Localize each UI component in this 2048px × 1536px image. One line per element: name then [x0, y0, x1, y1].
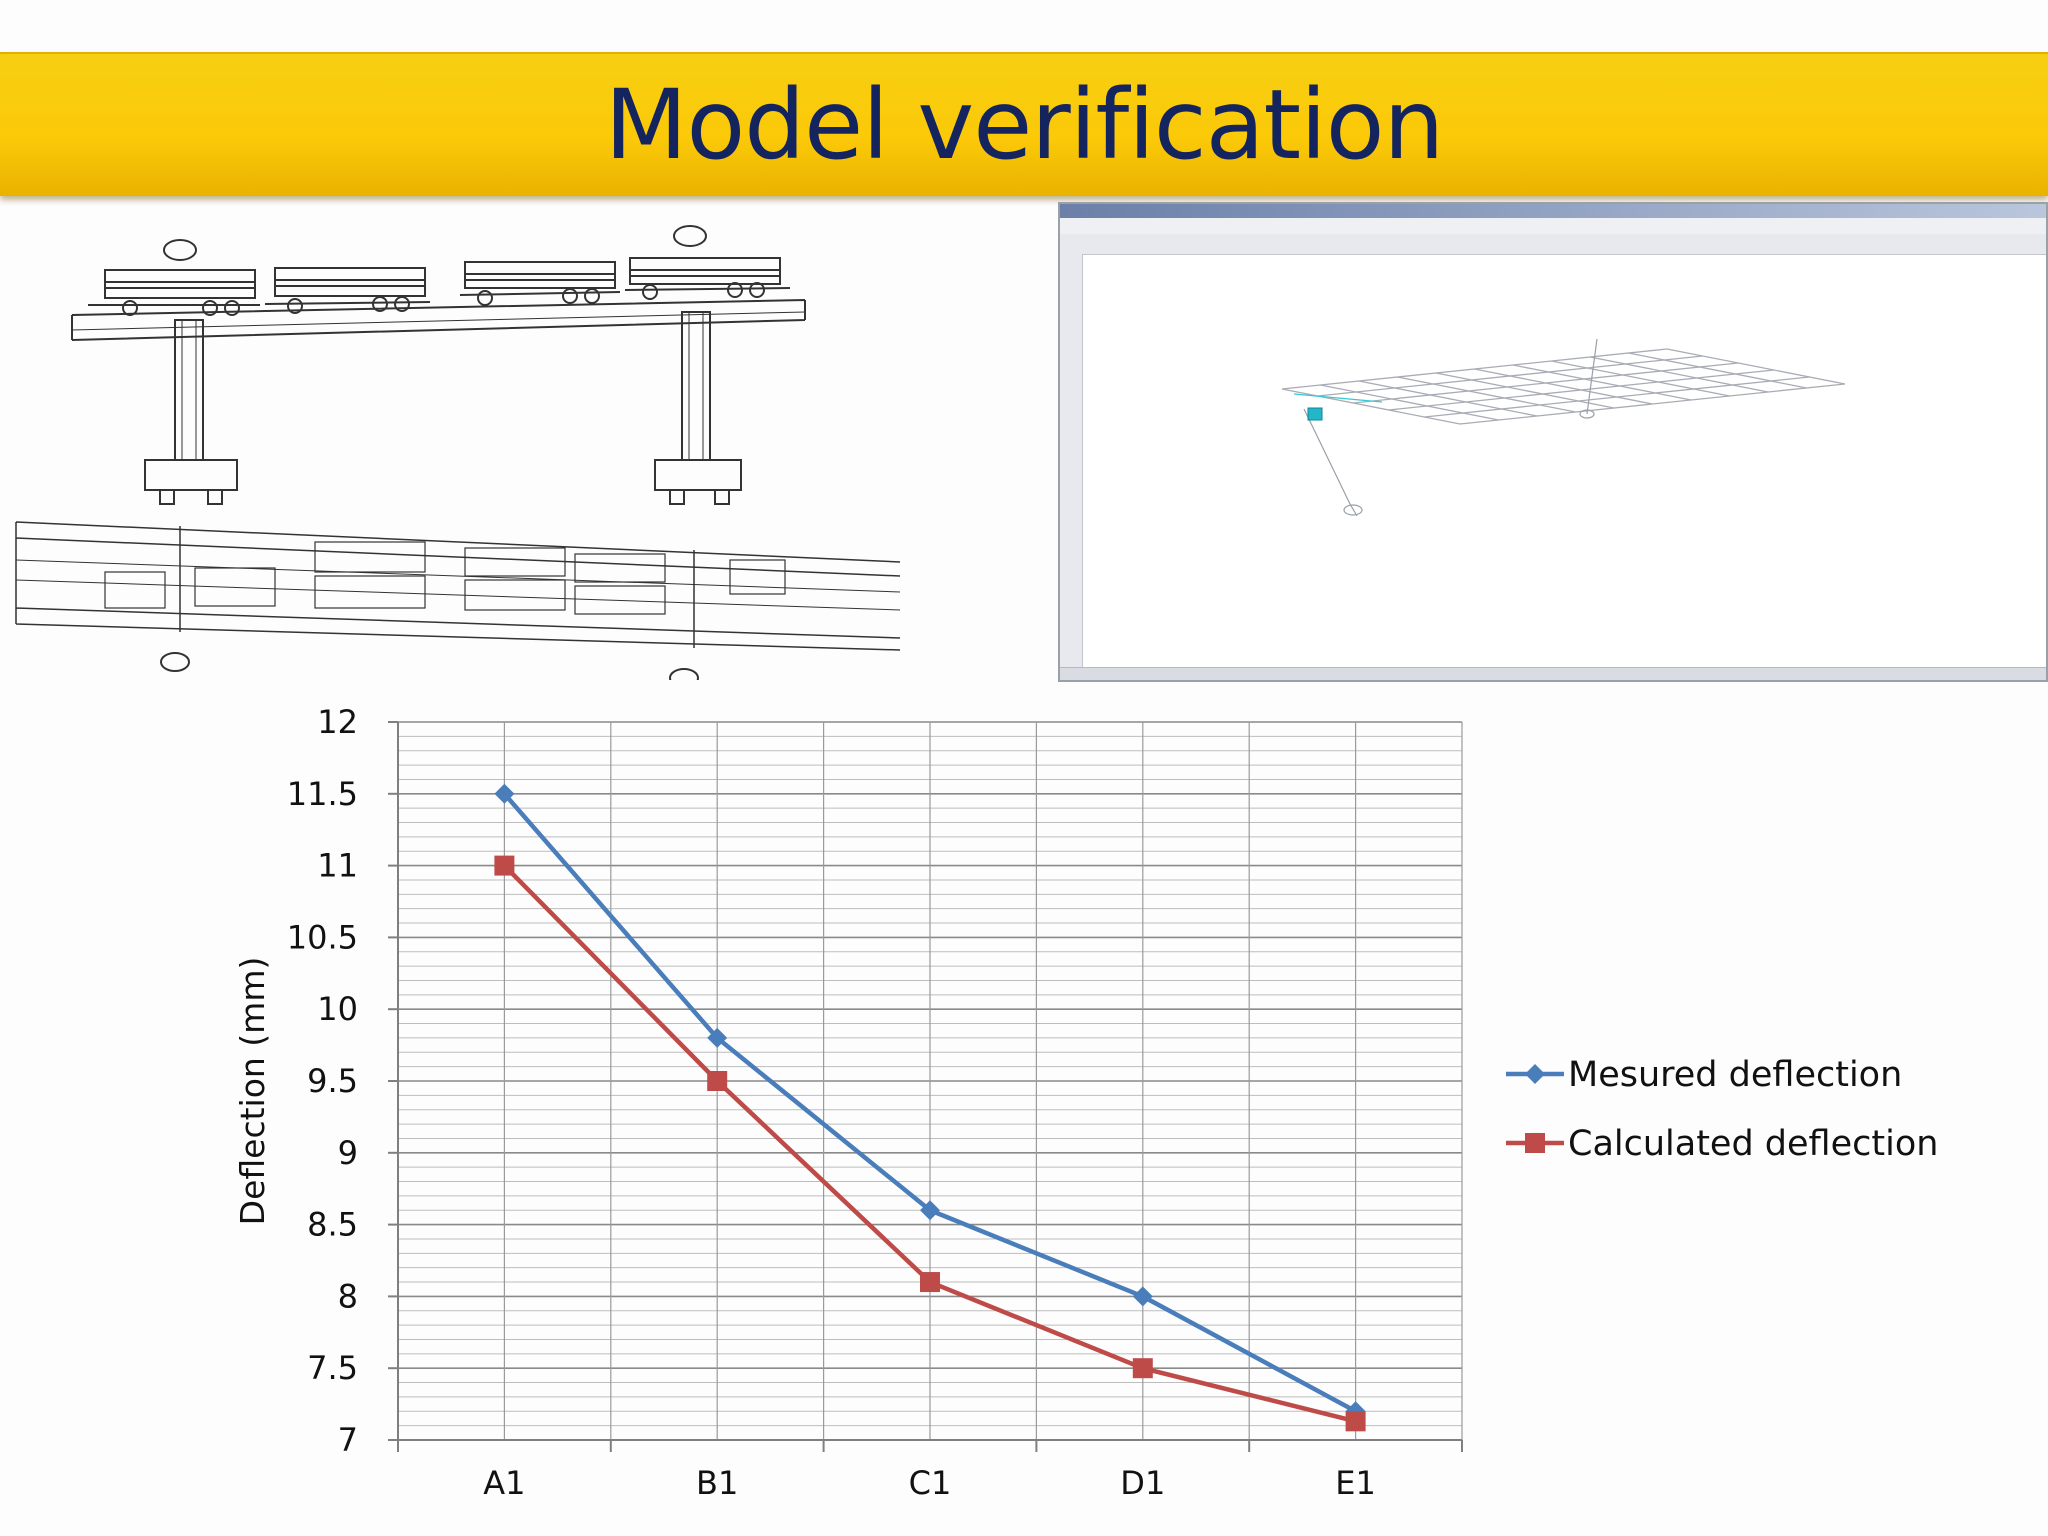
legend-label: Mesured deflection [1568, 1055, 1902, 1095]
chart-axes [388, 721, 1463, 1452]
legend-item: Calculated deflection [1506, 1124, 1938, 1164]
data-point [1345, 1411, 1366, 1432]
data-point [494, 783, 515, 804]
y-tick-label: 11.5 [287, 775, 358, 813]
window-side-toolbar [1060, 254, 1083, 668]
x-tick-label: D1 [1120, 1464, 1165, 1502]
software-window-image [1058, 202, 2048, 682]
x-tick-label: E1 [1335, 1464, 1376, 1502]
x-tick-label: B1 [696, 1464, 738, 1502]
data-point [1132, 1358, 1153, 1379]
data-point [707, 1071, 728, 1091]
y-tick-label: 8.5 [307, 1206, 358, 1244]
y-tick-label: 10.5 [287, 918, 358, 956]
chart-series [494, 783, 1366, 1432]
legend-item: Mesured deflection [1506, 1055, 1902, 1095]
window-menubar [1060, 218, 2046, 235]
y-axis-title: Deflection (mm) [233, 957, 272, 1226]
data-point [494, 855, 515, 876]
legend-marker [1525, 1064, 1545, 1084]
y-tick-label: 9.5 [307, 1062, 358, 1100]
x-tick-label: C1 [909, 1464, 952, 1502]
model-canvas [1281, 338, 1846, 517]
y-tick-label: 12 [317, 703, 358, 741]
y-tick-labels: 7 7.5 8 8.5 9 9.5 10 10.5 11 11.5 12 [287, 703, 358, 1459]
window-statusbar [1060, 667, 2046, 680]
y-tick-label: 7.5 [307, 1349, 358, 1387]
x-tick-labels: A1 B1 C1 D1 E1 [483, 1464, 1376, 1502]
bridge-drawing-image [15, 225, 901, 680]
chart-legend: Mesured deflection Calculated deflection [1506, 1055, 1938, 1164]
y-tick-label: 7 [338, 1421, 358, 1459]
data-point [1132, 1286, 1153, 1307]
window-toolbar [1060, 234, 2046, 255]
deflection-chart: 7 7.5 8 8.5 9 9.5 10 10.5 11 11.5 12 A1 B1 C1 D1 E1 De… [233, 703, 1938, 1502]
y-tick-label: 11 [317, 847, 358, 885]
data-point [920, 1272, 940, 1293]
y-tick-label: 8 [338, 1277, 358, 1315]
window-titlebar [1060, 204, 2046, 218]
legend-marker [1525, 1133, 1545, 1153]
y-tick-label: 10 [317, 990, 358, 1028]
series-calculated [494, 855, 1366, 1432]
slide-title: Model verification [604, 69, 1445, 181]
y-tick-label: 9 [338, 1134, 358, 1172]
legend-label: Calculated deflection [1568, 1124, 1938, 1164]
data-point [920, 1200, 940, 1221]
chart-gridlines [397, 721, 1463, 1441]
data-point [707, 1027, 728, 1048]
title-bar: Model verification [0, 52, 2048, 196]
x-tick-label: A1 [483, 1464, 525, 1502]
